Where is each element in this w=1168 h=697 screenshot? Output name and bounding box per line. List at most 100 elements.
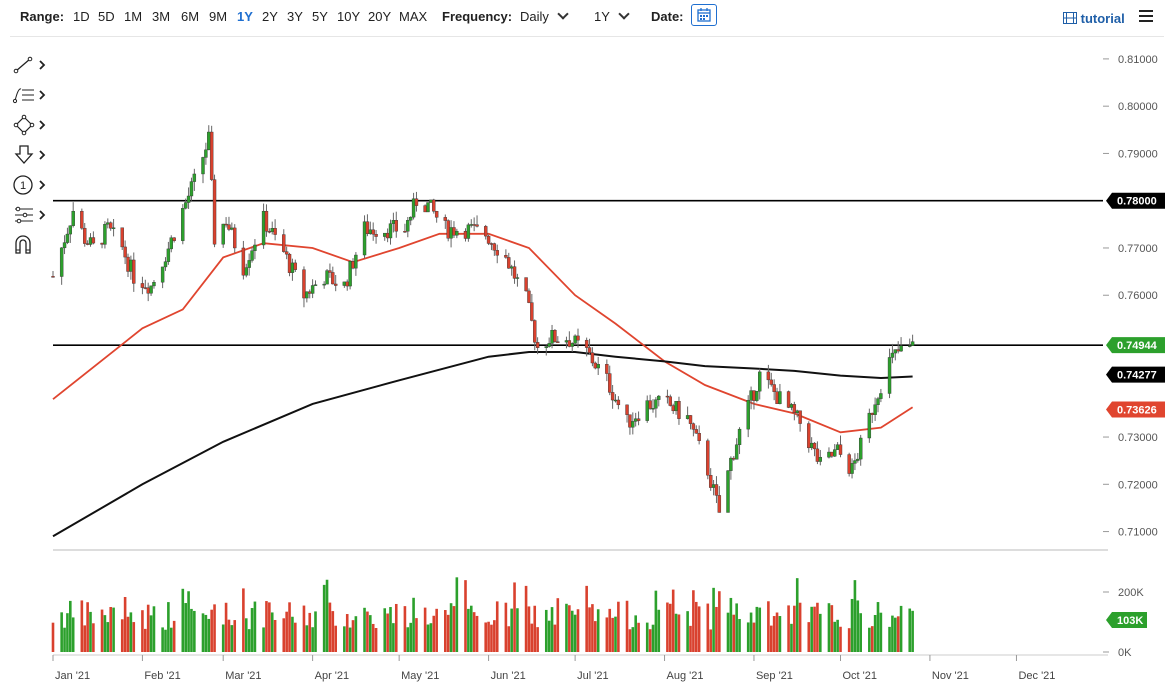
volume-bar	[648, 629, 652, 652]
badge-shape	[1106, 401, 1165, 418]
volume-bar	[247, 629, 251, 652]
volume-bar	[908, 608, 912, 652]
volume-bar	[677, 614, 681, 652]
range-6m[interactable]: 6M	[181, 9, 200, 24]
volume-tick-label: 0K	[1118, 647, 1132, 659]
volume-bar	[778, 616, 782, 652]
volume-bar	[879, 612, 883, 652]
candle-body	[858, 437, 863, 460]
x-tick-label: Aug '21	[667, 670, 704, 682]
candle-body	[755, 390, 759, 401]
volume-bar	[628, 629, 632, 652]
candle-body	[772, 384, 776, 392]
candle-body	[106, 222, 110, 225]
range-10y[interactable]: 10Y	[337, 9, 361, 24]
range-5d[interactable]: 5D	[98, 9, 115, 24]
frequency-label: Frequency:	[442, 9, 513, 24]
candle-body	[290, 262, 295, 273]
frequency-select[interactable]: Daily	[520, 8, 569, 24]
candle-body	[183, 202, 188, 209]
volume-bar	[343, 626, 346, 652]
magnet-button[interactable]	[10, 232, 52, 258]
volume-bar	[666, 602, 669, 652]
candle-body	[270, 228, 274, 233]
volume-bar	[63, 627, 66, 652]
range-1d[interactable]: 1D	[73, 9, 90, 24]
price-badge-0.78000: 0.78000	[1106, 192, 1165, 209]
volume-bar	[899, 605, 903, 652]
candle-body	[455, 230, 459, 236]
candle-body	[835, 444, 840, 450]
candle-body	[111, 227, 116, 229]
volume-bar	[524, 585, 528, 652]
volume-bar	[709, 629, 712, 652]
volume-bar	[403, 606, 407, 652]
candle-body	[351, 261, 355, 269]
candle-body	[391, 220, 396, 224]
candle-body	[608, 373, 612, 393]
range-9m[interactable]: 9M	[209, 9, 228, 24]
volume-bar	[242, 588, 245, 652]
menu-icon[interactable]	[1139, 10, 1153, 22]
candle-body	[688, 415, 693, 424]
volume-bar	[853, 580, 857, 652]
range-2y[interactable]: 2Y	[262, 9, 278, 24]
candle-body	[504, 255, 508, 258]
range-3m[interactable]: 3M	[152, 9, 171, 24]
range-3y[interactable]: 3Y	[287, 9, 303, 24]
arrow-tool-button[interactable]	[10, 142, 52, 168]
volume-bar	[66, 613, 69, 652]
volume-bar	[856, 600, 860, 652]
candle-body	[247, 260, 251, 268]
range-1m[interactable]: 1M	[124, 9, 143, 24]
moving-average-short-line	[52, 232, 914, 434]
volume-bar	[576, 609, 580, 652]
volume-bar	[873, 615, 877, 652]
range-max[interactable]: MAX	[399, 9, 428, 24]
volume-bar	[594, 621, 597, 652]
volume-bar	[51, 622, 55, 652]
range-1y[interactable]: 1Y	[237, 9, 253, 24]
candle-body	[362, 221, 367, 256]
candle-body	[486, 235, 491, 244]
price-badge-0.74277: 0.74277	[1106, 366, 1165, 383]
candle-body	[328, 270, 332, 273]
volume-bar	[839, 626, 842, 652]
candle-body	[833, 449, 837, 457]
candle-body	[443, 217, 448, 221]
candle-body	[547, 343, 551, 347]
price-badges: 0.78000 0.74944 0.74277 0.73626 103K	[1106, 192, 1165, 628]
candle-body	[59, 247, 64, 277]
volume-bar	[888, 626, 891, 652]
volume-bar	[553, 624, 557, 652]
measure-tool-button[interactable]	[10, 202, 52, 228]
candle-body	[818, 456, 823, 462]
date-picker-button[interactable]	[691, 4, 717, 26]
volume-bar	[328, 602, 332, 652]
candle-body	[576, 335, 580, 341]
candle-body	[143, 287, 148, 289]
volume-bar	[830, 605, 834, 652]
shapes-tool-button[interactable]	[10, 112, 52, 138]
volume-bar	[767, 601, 770, 652]
fibonacci-tool-button[interactable]	[10, 82, 52, 108]
tutorial-link[interactable]: tutorial	[1063, 11, 1125, 26]
candle-body	[879, 393, 883, 399]
annotation-tool-button[interactable]: 1	[10, 172, 52, 198]
candle-body	[423, 205, 427, 213]
period-select[interactable]: 1Y	[594, 8, 630, 24]
volume-bar	[798, 602, 802, 652]
fibonacci-tool-icon	[12, 88, 46, 104]
range-5y[interactable]: 5Y	[312, 9, 328, 24]
line-tool-button[interactable]	[10, 52, 52, 78]
range-20y[interactable]: 20Y	[368, 9, 392, 24]
volume-bar	[126, 616, 130, 652]
candle-body	[798, 410, 802, 424]
y-tick-label: 0.71000	[1118, 527, 1158, 539]
volume-bar	[92, 623, 95, 652]
candle-body	[708, 475, 713, 488]
badge-label: 0.73626	[1117, 404, 1157, 416]
volume-bar	[819, 613, 822, 652]
volume-bar	[669, 603, 672, 652]
